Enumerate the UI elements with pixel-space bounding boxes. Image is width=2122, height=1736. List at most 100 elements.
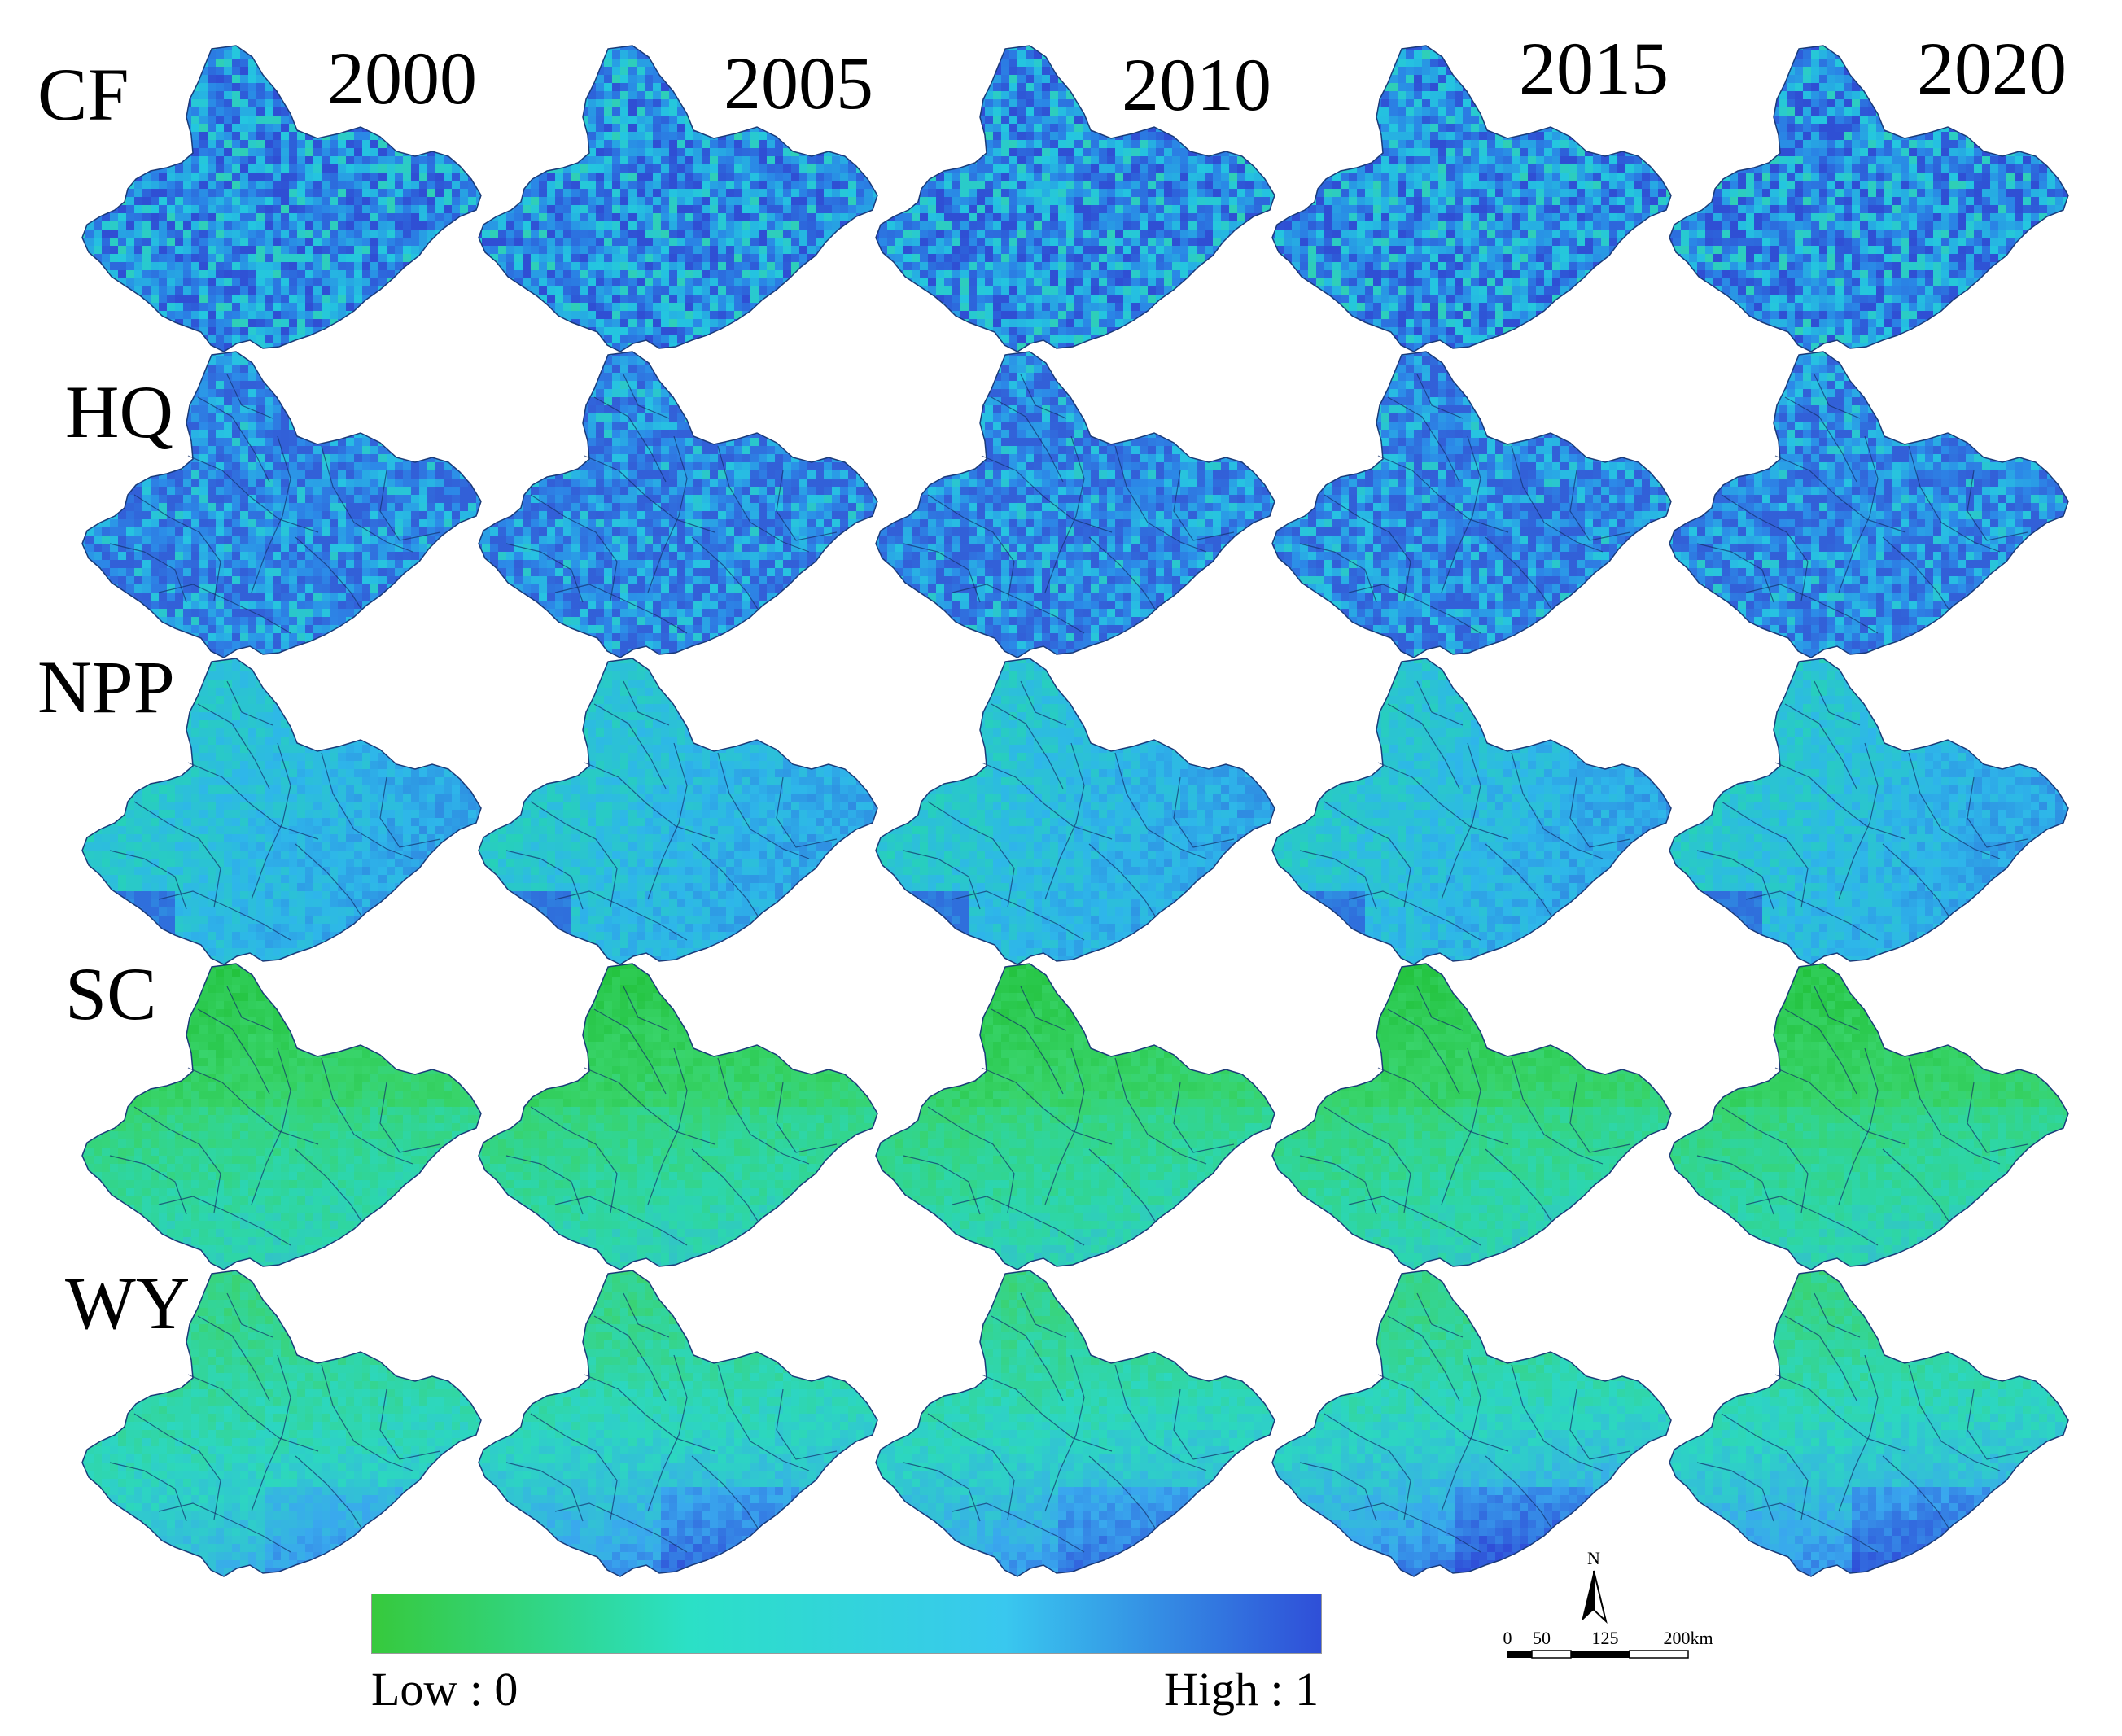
map-sc-2020	[1669, 963, 2069, 1270]
region-outline	[875, 351, 1275, 658]
map-sc-2000	[81, 963, 482, 1270]
map-sc-2010	[875, 963, 1275, 1270]
map-panel-cf-2020	[1665, 42, 2072, 360]
map-panel-npp-2005	[474, 655, 881, 973]
raster-cells	[1272, 46, 1671, 352]
raster-cells	[479, 658, 877, 964]
map-panel-hq-2015	[1267, 348, 1674, 666]
region-outline	[478, 658, 878, 965]
district-boundaries	[109, 986, 441, 1246]
map-panel-cf-2010	[871, 42, 1278, 360]
row-label-wy: WY	[65, 1266, 190, 1340]
district-boundaries	[1696, 374, 2028, 634]
map-panel-hq-2010	[871, 348, 1278, 666]
district-boundaries	[903, 680, 1235, 941]
map-panel-sc-2010	[871, 960, 1278, 1278]
map-cf-2015	[1271, 45, 1672, 352]
map-hq-2000	[81, 351, 482, 658]
raster-cells	[876, 658, 1275, 964]
region-outline	[1271, 658, 1672, 965]
north-arrow-and-scale-bar: N 0 50 125 200km	[1490, 1546, 1758, 1685]
district-boundaries	[1299, 680, 1631, 941]
map-panel-hq-2005	[474, 348, 881, 666]
map-hq-2020	[1669, 351, 2069, 658]
district-boundaries	[505, 374, 838, 634]
raster-cells	[479, 352, 877, 658]
row-label-hq: HQ	[65, 374, 173, 449]
map-npp-2000	[81, 658, 482, 965]
map-panel-npp-2000	[77, 655, 484, 973]
district-boundaries	[1299, 374, 1631, 634]
legend-high-label: High : 1	[1164, 1662, 1319, 1716]
scale-bar: 0 50 125 200km	[1503, 1628, 1713, 1659]
raster-cells	[1669, 1270, 2068, 1576]
district-boundaries	[109, 680, 441, 941]
year-label-2010: 2010	[1122, 47, 1271, 122]
map-panel-npp-2010	[871, 655, 1278, 973]
year-label-2000: 2000	[327, 41, 477, 116]
map-wy-2015	[1271, 1270, 1672, 1577]
map-panel-cf-2005	[474, 42, 881, 360]
map-sc-2015	[1271, 963, 1672, 1270]
legend-color-bar	[371, 1594, 1322, 1654]
raster-cells	[479, 46, 877, 352]
map-npp-2005	[478, 658, 878, 965]
map-panel-sc-2005	[474, 960, 881, 1278]
map-wy-2010	[875, 1270, 1275, 1577]
raster-cells	[82, 964, 481, 1270]
raster-cells	[82, 1270, 481, 1576]
scale-label-50: 50	[1533, 1628, 1551, 1648]
map-panel-hq-2020	[1665, 348, 2072, 666]
raster-cells	[1272, 658, 1671, 964]
year-label-2020: 2020	[1917, 31, 2067, 106]
map-sc-2005	[478, 963, 878, 1270]
map-wy-2000	[81, 1270, 482, 1577]
district-boundaries	[505, 986, 838, 1246]
raster-cells	[1272, 1270, 1671, 1576]
map-panel-wy-2010	[871, 1267, 1278, 1585]
scale-label-125: 125	[1592, 1628, 1619, 1648]
year-label-2005: 2005	[724, 46, 873, 120]
region-outline	[478, 963, 878, 1270]
district-boundaries	[1696, 986, 2028, 1246]
map-panel-sc-2020	[1665, 960, 2072, 1278]
row-label-cf: CF	[37, 57, 129, 132]
map-panel-npp-2020	[1665, 655, 2072, 973]
north-label: N	[1587, 1548, 1600, 1568]
map-panel-cf-2000	[77, 42, 484, 360]
region-outline	[1271, 45, 1672, 352]
region-outline	[81, 351, 482, 658]
raster-cells	[1669, 658, 2068, 964]
district-boundaries	[1696, 680, 2028, 941]
district-boundaries	[903, 1292, 1235, 1553]
raster-cells	[876, 46, 1275, 352]
map-hq-2010	[875, 351, 1275, 658]
raster-cells	[479, 964, 877, 1270]
map-panel-npp-2015	[1267, 655, 1674, 973]
region-outline	[1271, 963, 1672, 1270]
raster-cells	[1669, 964, 2068, 1270]
raster-cells	[82, 658, 481, 964]
region-outline	[81, 963, 482, 1270]
region-outline	[1669, 1270, 2069, 1577]
map-cf-2010	[875, 45, 1275, 352]
raster-cells	[479, 1270, 877, 1576]
district-boundaries	[505, 1292, 838, 1553]
scale-label-200km: 200km	[1663, 1628, 1713, 1648]
map-cf-2020	[1669, 45, 2069, 352]
region-outline	[1271, 351, 1672, 658]
region-outline	[478, 351, 878, 658]
region-outline	[81, 658, 482, 965]
map-panel-hq-2000	[77, 348, 484, 666]
legend-low-label: Low : 0	[371, 1662, 518, 1716]
map-cf-2000	[81, 45, 482, 352]
district-boundaries	[1299, 986, 1631, 1246]
region-outline	[875, 45, 1275, 352]
district-boundaries	[903, 374, 1235, 634]
raster-cells	[876, 1270, 1275, 1576]
map-panel-wy-2015	[1267, 1267, 1674, 1585]
region-outline	[875, 1270, 1275, 1577]
year-label-2015: 2015	[1519, 31, 1669, 106]
raster-cells	[1669, 352, 2068, 658]
